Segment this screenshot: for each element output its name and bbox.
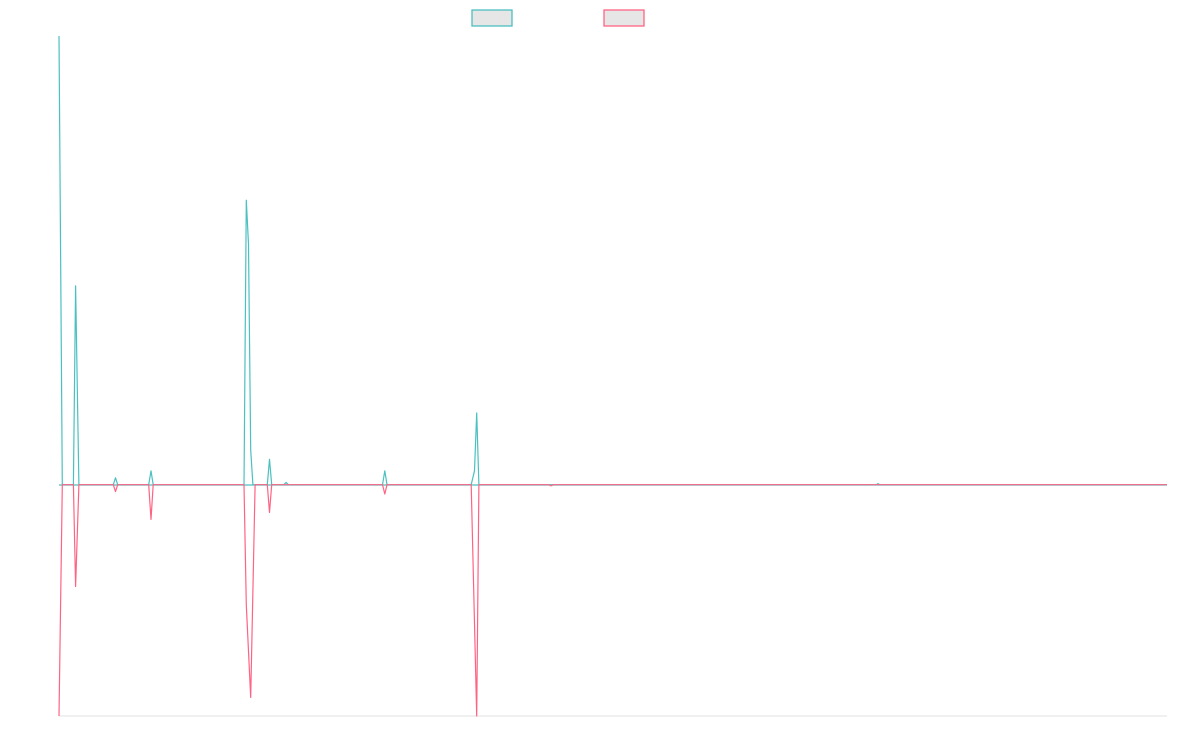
- series-line-2: [58, 484, 1167, 717]
- series-line-1: [58, 35, 1167, 486]
- legend-box-series-2[interactable]: [603, 9, 645, 27]
- series-layer: [58, 35, 1167, 717]
- legend: [471, 9, 645, 27]
- legend-box-series-1[interactable]: [471, 9, 513, 27]
